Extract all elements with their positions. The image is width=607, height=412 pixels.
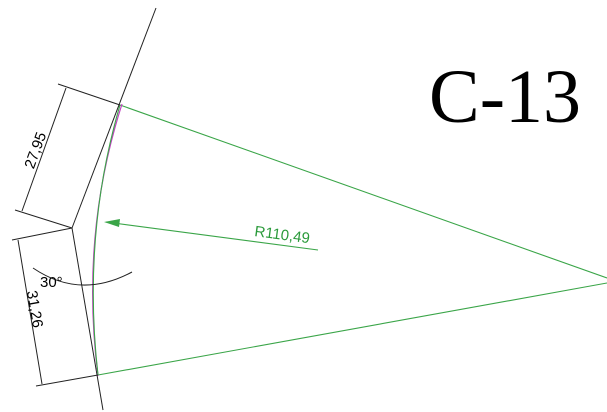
leader-line [105, 221, 319, 251]
angle-arc [32, 267, 133, 286]
dimension-label: 27,95 [21, 130, 50, 171]
angle-label: 30° [40, 274, 63, 291]
extension-line [35, 374, 99, 387]
tangent-line [71, 7, 157, 229]
extension-line [14, 209, 73, 229]
radius-line [119, 104, 607, 279]
radius-label: R110,49 [253, 223, 310, 247]
extension-line [11, 227, 73, 241]
dimension-label: 31,26 [23, 289, 46, 329]
arc [92, 104, 121, 376]
arrow-head [104, 219, 120, 227]
radius-line [97, 282, 607, 376]
arc [92, 103, 123, 377]
extension-line [57, 83, 121, 106]
dimension-line [17, 239, 43, 385]
dimension-line [21, 87, 67, 212]
tangent-line [71, 227, 104, 411]
title: C-13 [429, 55, 581, 139]
